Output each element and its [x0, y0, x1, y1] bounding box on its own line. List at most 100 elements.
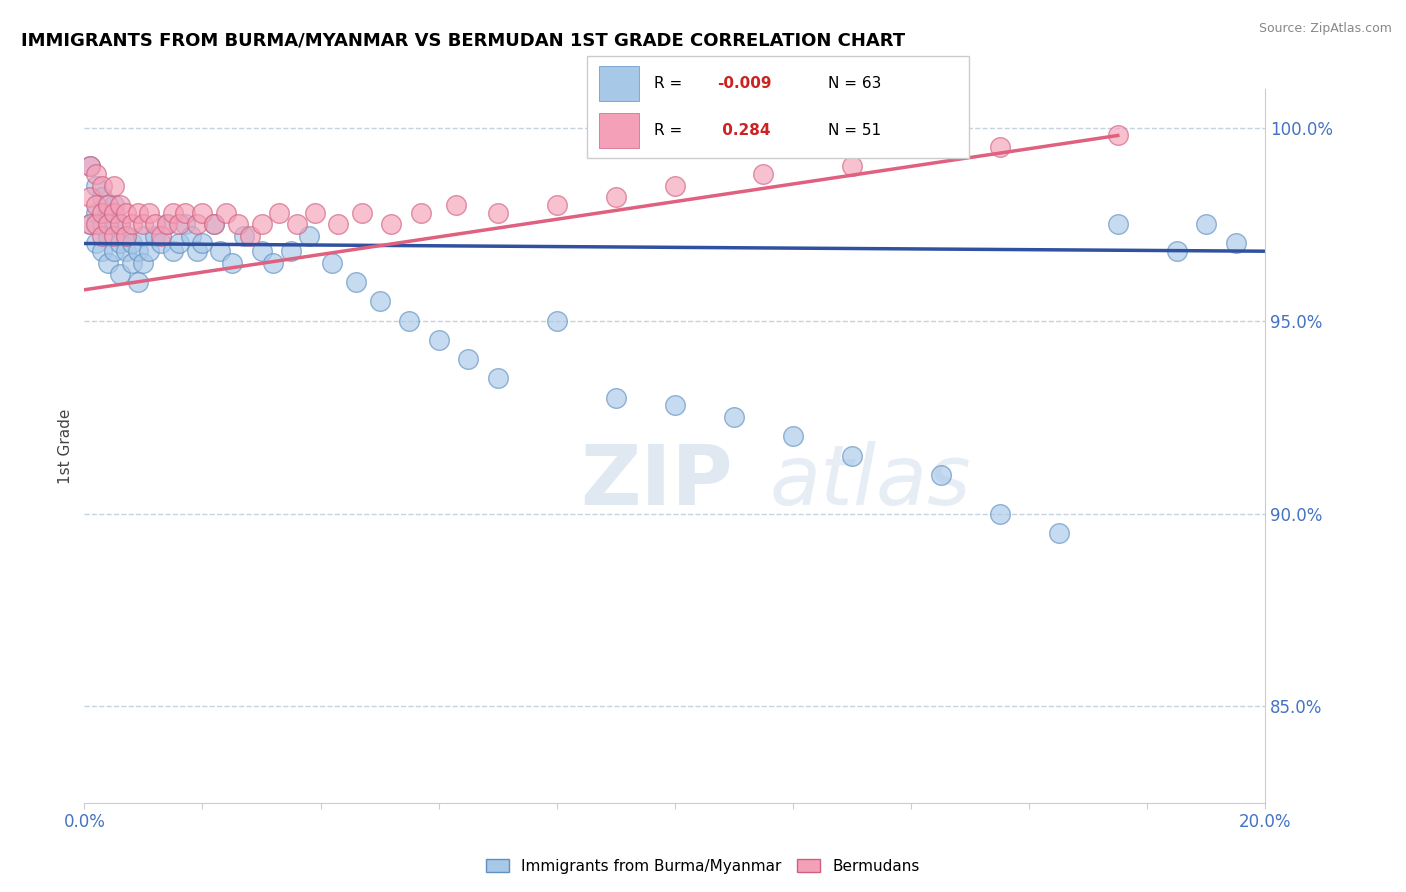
Point [84, 198, 107, 212]
Point [132, 256, 155, 270]
Point [143, 228, 166, 243]
Point [350, 205, 373, 219]
Point [91, 228, 114, 243]
Point [1225, 236, 1247, 251]
Point [380, 217, 402, 231]
Point [138, 244, 160, 259]
Point [114, 228, 136, 243]
Point [91, 217, 114, 231]
Point [457, 352, 479, 367]
Point [121, 256, 143, 270]
Point [202, 217, 225, 231]
Point [79, 159, 101, 173]
Point [344, 275, 367, 289]
Point [191, 236, 214, 251]
Text: N = 63: N = 63 [828, 76, 882, 91]
Point [108, 217, 131, 231]
Point [103, 228, 125, 243]
Point [929, 467, 952, 482]
Point [841, 159, 863, 173]
Text: 0.284: 0.284 [717, 123, 770, 138]
Point [298, 228, 321, 243]
Point [1047, 525, 1070, 540]
Point [186, 244, 208, 259]
Point [226, 217, 249, 231]
Point [97, 217, 120, 231]
Point [605, 190, 627, 204]
Point [605, 391, 627, 405]
Point [304, 205, 326, 219]
Point [132, 217, 155, 231]
Point [328, 217, 350, 231]
Text: R =: R = [654, 76, 682, 91]
Point [209, 244, 232, 259]
Point [427, 333, 450, 347]
Point [1107, 217, 1129, 231]
Point [280, 244, 302, 259]
Point [84, 167, 107, 181]
Point [988, 507, 1011, 521]
Point [97, 228, 120, 243]
Point [103, 217, 125, 231]
Point [221, 256, 243, 270]
Point [167, 236, 190, 251]
Y-axis label: 1st Grade: 1st Grade [58, 409, 73, 483]
Point [97, 256, 120, 270]
Point [108, 236, 131, 251]
Point [84, 217, 107, 231]
Point [398, 313, 420, 327]
Point [782, 429, 804, 443]
Point [91, 205, 114, 219]
Text: IMMIGRANTS FROM BURMA/MYANMAR VS BERMUDAN 1ST GRADE CORRELATION CHART: IMMIGRANTS FROM BURMA/MYANMAR VS BERMUDA… [21, 31, 905, 49]
Point [262, 256, 284, 270]
Point [215, 205, 238, 219]
Point [103, 205, 125, 219]
FancyBboxPatch shape [599, 113, 638, 148]
Point [97, 205, 120, 219]
Point [108, 268, 131, 282]
Point [167, 217, 190, 231]
Point [1195, 217, 1218, 231]
Point [250, 244, 273, 259]
Point [79, 159, 101, 173]
Point [121, 236, 143, 251]
Point [79, 190, 101, 204]
Point [91, 190, 114, 204]
Point [114, 228, 136, 243]
Point [269, 205, 291, 219]
Point [186, 217, 208, 231]
Point [143, 217, 166, 231]
Text: atlas: atlas [769, 442, 972, 522]
Point [250, 217, 273, 231]
Point [162, 205, 184, 219]
Point [1107, 128, 1129, 143]
Point [121, 217, 143, 231]
Point [368, 294, 391, 309]
Point [446, 198, 468, 212]
Point [84, 236, 107, 251]
Point [239, 228, 262, 243]
Point [723, 410, 745, 425]
Point [84, 178, 107, 193]
Point [202, 217, 225, 231]
Point [486, 205, 509, 219]
Point [173, 205, 195, 219]
Point [132, 228, 155, 243]
FancyBboxPatch shape [599, 66, 638, 101]
Point [321, 256, 343, 270]
Point [173, 217, 195, 231]
Point [97, 198, 120, 212]
Point [108, 198, 131, 212]
Point [138, 205, 160, 219]
Point [232, 228, 254, 243]
Point [156, 217, 179, 231]
Point [162, 244, 184, 259]
Point [150, 236, 173, 251]
Point [664, 399, 686, 413]
Point [546, 313, 568, 327]
Point [150, 228, 173, 243]
Text: ZIP: ZIP [581, 442, 733, 522]
Text: N = 51: N = 51 [828, 123, 880, 138]
Point [409, 205, 432, 219]
Text: -0.009: -0.009 [717, 76, 772, 91]
